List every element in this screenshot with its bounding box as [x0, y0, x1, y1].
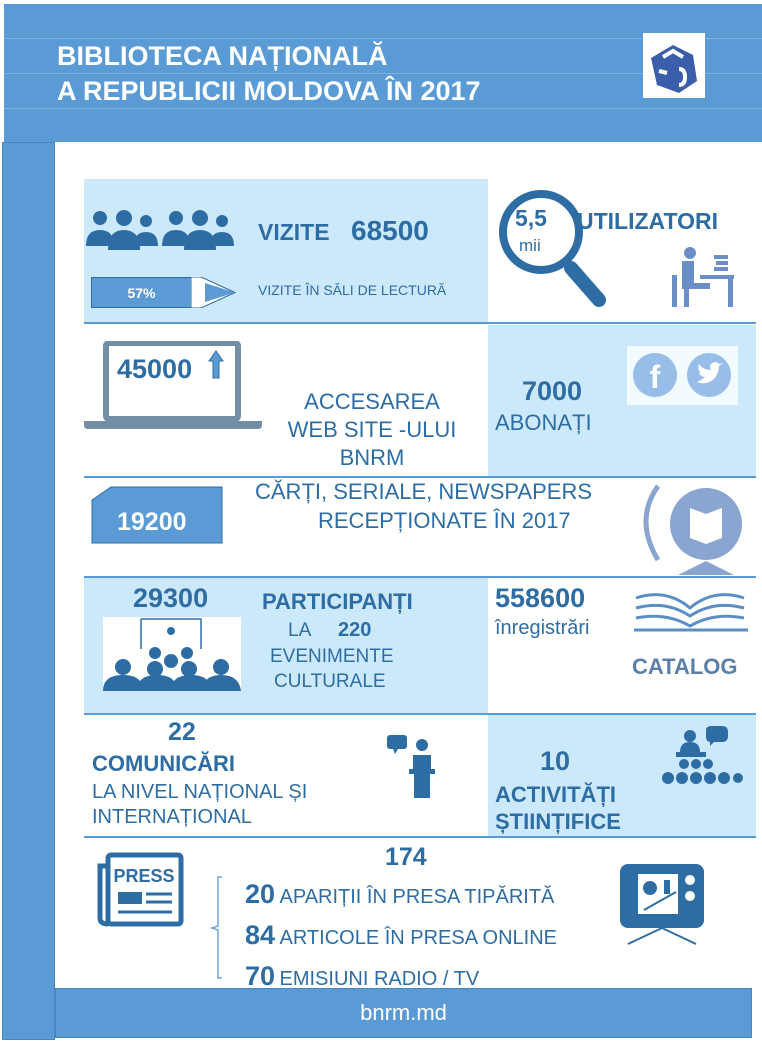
tv-icon [620, 864, 704, 945]
globe-book-icon [643, 484, 742, 575]
press-total: 174 [385, 843, 427, 871]
laptop-icon [84, 341, 262, 429]
lecture-audience-icon [662, 726, 743, 784]
communications-label-line3: INTERNAȚIONAL [92, 806, 253, 828]
reading-room-pencil-bar: 57% [91, 277, 192, 308]
social-icons-box: f [627, 346, 738, 405]
press-item-label: EMISIUNI RADIO / TV [279, 968, 480, 990]
title-line-2: A REPUBLICII MOLDOVA ÎN 2017 [57, 76, 481, 106]
subscribers-value: 7000 [522, 376, 583, 406]
communications-value: 22 [168, 718, 196, 746]
press-icon-text: PRESS [113, 866, 174, 886]
press-item-value: 70 [245, 961, 276, 991]
press-item: 70 EMISIUNI RADIO / TV [245, 958, 557, 999]
left-sidebar-bar [2, 142, 55, 1040]
participants-label-line2: EVENIMENTE [270, 646, 394, 667]
acquisitions-value: 19200 [117, 508, 187, 536]
science-label-line2: ȘTIINȚIFICE [495, 809, 621, 834]
press-item: 20 APARIȚII ÎN PRESA TIPĂRITĂ [245, 876, 557, 917]
reading-room-percent: 57% [127, 285, 156, 301]
header-banner [4, 4, 762, 142]
participants-la: LA [288, 620, 312, 641]
bnrm-logo [643, 33, 705, 98]
audience-icon [103, 617, 241, 691]
reading-room-label: VIZITE ÎN SĂLI DE LECTURĂ [258, 282, 447, 298]
magnifier-icon [499, 190, 606, 307]
reader-at-desk-icon [672, 247, 734, 307]
participants-value: 29300 [133, 583, 209, 613]
footer-url[interactable]: bnrm.md [360, 1000, 447, 1025]
catalog-logo-text: CATALOG [632, 654, 738, 679]
website-label-line3: BNRM [339, 445, 405, 470]
communications-label: COMUNICĂRI [92, 751, 235, 776]
footer-website-link[interactable]: bnrm.md [55, 988, 752, 1038]
visits-value: 68500 [351, 215, 429, 246]
press-item-label: APARIȚII ÎN PRESA TIPĂRITĂ [279, 886, 555, 908]
science-value: 10 [540, 746, 571, 776]
svg-text:f: f [650, 359, 661, 395]
press-item-value: 84 [245, 920, 276, 950]
value-tag-shape [91, 486, 223, 544]
website-value: 45000 [117, 354, 193, 384]
arrow-up-icon [208, 350, 224, 379]
catalog-value: 558600 [495, 583, 586, 613]
acquisitions-label-line2: RECEPȚIONATE ÎN 2017 [318, 508, 571, 533]
communications-label-line2: LA NIVEL NAȚIONAL ȘI [92, 781, 308, 803]
events-count: 220 [338, 619, 372, 641]
users-value: 5,5 [515, 205, 547, 231]
participants-label-line3: CULTURALE [274, 671, 386, 692]
catalog-label: înregistrări [495, 617, 590, 639]
users-unit: mii [519, 236, 541, 255]
pencil-tip-icon [191, 277, 236, 308]
website-label-line2: WEB SITE -ULUI [287, 417, 457, 442]
website-label-line1: ACCESAREA [304, 389, 440, 414]
science-label-line1: ACTIVITĂȚI [495, 782, 616, 807]
press-item-label: ARTICOLE ÎN PRESA ONLINE [279, 927, 558, 949]
subscribers-label: ABONAȚI [495, 410, 592, 435]
visits-label: VIZITE [258, 219, 330, 245]
open-book-icon [634, 593, 748, 632]
people-group-icon [86, 210, 234, 250]
press-item: 84 ARTICOLE ÎN PRESA ONLINE [245, 917, 557, 958]
participants-label: PARTICIPANȚI [262, 589, 413, 614]
press-item-value: 20 [245, 879, 276, 909]
title-line-1: BIBLIOTECA NAȚIONALĂ [57, 41, 388, 71]
press-newspaper-icon: PRESS [97, 852, 184, 927]
speaker-podium-icon [387, 735, 435, 798]
acquisitions-label-line1: CĂRȚI, SERIALE, NEWSPAPERS [255, 479, 593, 504]
brace-icon [209, 876, 222, 979]
users-label: UTILIZATORI [577, 208, 718, 234]
